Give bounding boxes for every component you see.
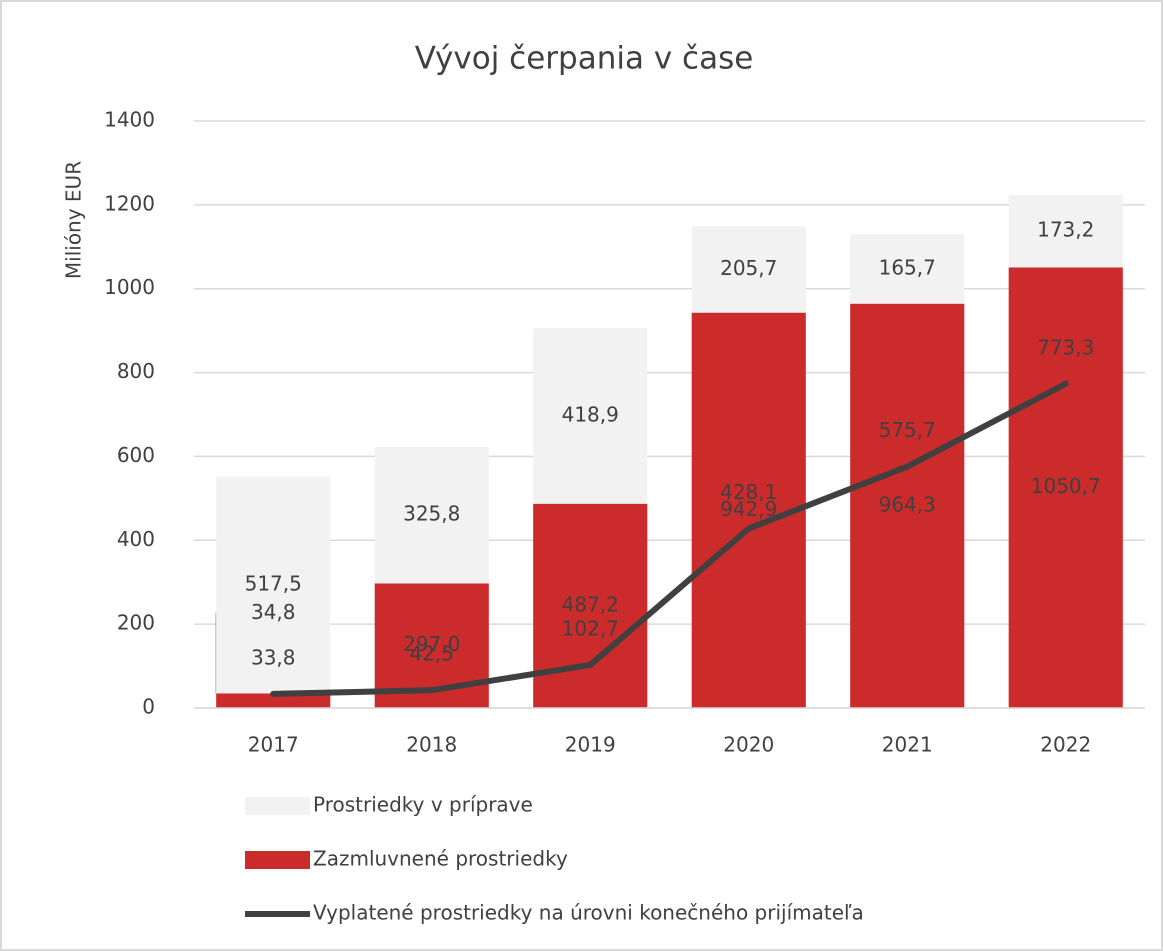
data-label: 34,8 <box>251 600 296 624</box>
legend-label: Prostriedky v príprave <box>313 793 533 817</box>
bar-segment <box>691 226 806 313</box>
bar-segment <box>374 446 489 584</box>
bar-segment <box>691 312 806 708</box>
bar-segment <box>850 234 965 304</box>
y-tick-label: 1200 <box>104 191 155 215</box>
line-series <box>270 380 1069 697</box>
data-label: 517,5 <box>245 571 302 595</box>
legend-label: Zazmluvnené prostriedky <box>313 847 568 871</box>
y-axis-label: Milióny EUR <box>62 161 86 279</box>
data-label: 165,7 <box>879 255 936 279</box>
x-tick-label: 2022 <box>1040 733 1091 757</box>
data-label: 205,7 <box>720 256 777 280</box>
data-label: 942,9 <box>720 497 777 521</box>
data-label: 33,8 <box>251 645 296 669</box>
data-label: 773,3 <box>1037 335 1094 359</box>
data-label: 487,2 <box>562 592 619 616</box>
legend-swatch <box>245 797 310 815</box>
data-label: 575,7 <box>879 418 936 442</box>
data-label: 297,0 <box>403 632 460 656</box>
data-label: 42,5 <box>409 642 454 666</box>
bar-segment <box>850 303 965 708</box>
data-label: 964,3 <box>879 492 936 516</box>
x-tick-label: 2019 <box>565 733 616 757</box>
y-tick-label: 600 <box>117 443 155 467</box>
y-tick-label: 1400 <box>104 108 155 132</box>
data-label: 418,9 <box>562 402 619 426</box>
x-tick-label: 2020 <box>723 733 774 757</box>
bar-segment <box>216 476 331 694</box>
bar-segment <box>216 693 331 708</box>
data-label: 173,2 <box>1037 218 1094 242</box>
y-tick-label: 800 <box>117 359 155 383</box>
data-label: 1050,7 <box>1031 474 1101 498</box>
y-tick-label: 400 <box>117 527 155 551</box>
data-label: 428,1 <box>720 480 777 504</box>
x-tick-label: 2017 <box>248 733 299 757</box>
bar-segment <box>1008 267 1123 708</box>
data-label: 325,8 <box>403 502 460 526</box>
y-tick-label: 1000 <box>104 275 155 299</box>
y-tick-label: 200 <box>117 611 155 635</box>
bar-segment <box>1008 194 1123 268</box>
x-tick-label: 2018 <box>406 733 457 757</box>
x-tick-label: 2021 <box>882 733 933 757</box>
y-tick-label: 0 <box>142 695 155 719</box>
bar-segment <box>533 328 648 504</box>
legend-swatch <box>245 851 310 869</box>
chart-title: Vývoj čerpania v čase <box>415 41 754 77</box>
legend-label: Vyplatené prostriedky na úrovni konečnéh… <box>313 901 864 925</box>
data-label: 102,7 <box>562 616 619 640</box>
